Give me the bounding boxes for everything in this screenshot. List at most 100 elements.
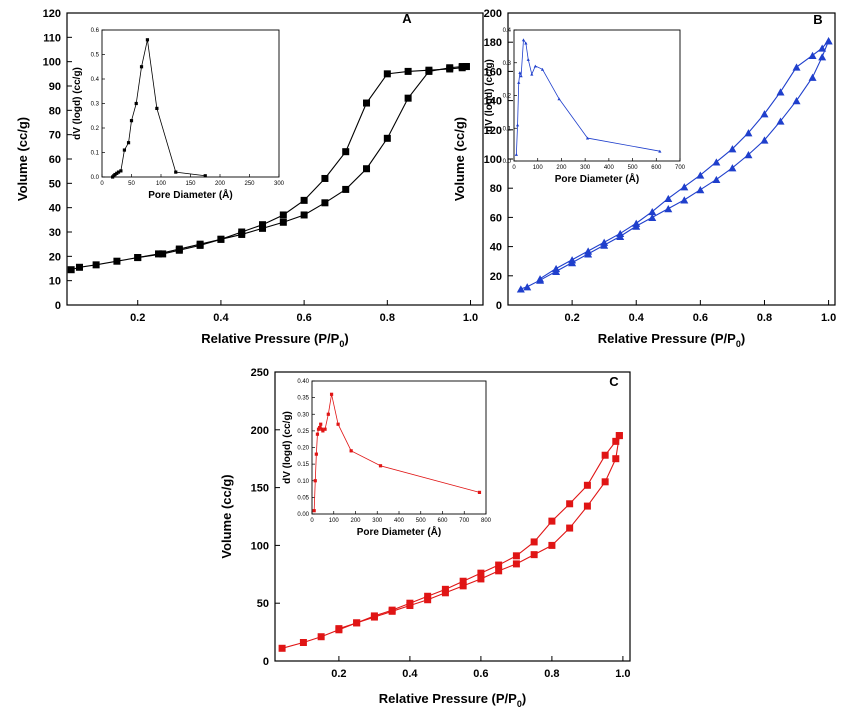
data-point-adsorption: [792, 97, 801, 105]
inset-x-axis-title: Pore Diameter (Å): [148, 188, 232, 201]
inset-data-point: [658, 149, 662, 153]
inset-data-point: [518, 71, 522, 75]
inset-frame: [513, 29, 681, 162]
x-axis-title: Relative Pressure (P/P0): [201, 331, 348, 349]
data-point-adsorption: [648, 213, 657, 221]
inset-x-tick-label: 400: [394, 518, 405, 524]
inset-x-tick-label: 300: [274, 181, 285, 187]
inset-data-point: [514, 153, 518, 156]
inset-data-point: [557, 97, 561, 101]
data-point-adsorption: [383, 134, 391, 142]
x-axis-title-main: Relative Pressure (P/P: [598, 331, 736, 346]
data-point-adsorption: [477, 575, 485, 583]
data-point-desorption: [728, 145, 737, 153]
y-tick-label: 100: [43, 57, 61, 69]
data-point-desorption: [441, 585, 449, 593]
data-point-desorption: [383, 70, 391, 78]
inset-y-tick-label: 0.2: [503, 94, 512, 100]
inset-data-point: [122, 148, 127, 152]
y-tick-label: 160: [484, 66, 502, 78]
y-tick-label: 110: [43, 32, 61, 44]
inset-series-line: [515, 38, 660, 155]
data-point-desorption: [615, 432, 623, 440]
data-point-adsorption: [680, 196, 689, 204]
inset-data-point: [319, 422, 323, 426]
inset-data-point: [323, 427, 327, 431]
inset-y-axis-title: dV (logd) (cc/g): [282, 411, 293, 484]
data-point-desorption: [404, 67, 412, 75]
x-axis-title-end: ): [344, 331, 348, 346]
inset-data-point: [316, 427, 321, 431]
data-point-adsorption: [321, 199, 329, 207]
x-tick-label: 0.8: [544, 668, 559, 680]
inset-frame: [101, 29, 280, 178]
data-point-adsorption: [530, 551, 538, 559]
x-axis-title: Relative Pressure (P/P0): [598, 331, 745, 349]
data-point-adsorption: [459, 582, 467, 590]
inset-data-point: [517, 80, 521, 84]
data-point-desorption: [459, 577, 467, 585]
data-point-desorption: [616, 229, 625, 238]
data-point-desorption: [279, 211, 287, 219]
inset-y-tick-label: 0.3: [91, 102, 100, 108]
inset-chart: 0 50 100 150 200 250 300 0.0 0.1 0.2 0.3 0.4 0.5 0.6 P…: [72, 28, 285, 201]
data-point-desorption: [175, 245, 183, 253]
data-point-adsorption: [696, 186, 705, 194]
inset-data-point: [530, 72, 534, 76]
data-point-desorption: [342, 148, 350, 156]
data-point-adsorption: [601, 478, 609, 486]
inset-y-tick-label: 0.15: [297, 462, 309, 468]
data-point-adsorption: [728, 164, 737, 172]
data-point-desorption: [744, 129, 753, 137]
inset-x-tick-label: 0: [100, 181, 104, 187]
inset-x-tick-label: 600: [651, 165, 662, 171]
y-tick-label: 120: [484, 125, 502, 137]
x-tick-label: 0.8: [757, 312, 772, 324]
x-axis-title: Relative Pressure (P/P0): [379, 691, 526, 709]
series-line-adsorption: [71, 65, 467, 271]
inset-data-point: [134, 101, 138, 106]
inset-data-point: [349, 449, 353, 453]
data-point-desorption: [300, 196, 308, 204]
x-tick-label: 0.6: [296, 312, 311, 324]
inset-y-tick-label: 0.0: [91, 175, 100, 181]
data-point-adsorption: [712, 175, 721, 184]
data-point-desorption: [495, 561, 503, 569]
inset-y-tick-label: 0.20: [297, 446, 309, 452]
data-point-desorption: [808, 51, 817, 59]
data-point-desorption: [612, 437, 620, 445]
data-point-desorption: [238, 228, 246, 236]
inset-chart: 0 100 200 300 400 500 600 700 800 0.00 0.05 0.10 0.1…: [282, 379, 492, 538]
data-point-desorption: [760, 110, 769, 118]
data-point-desorption: [446, 65, 454, 73]
y-tick-label: 200: [484, 8, 502, 20]
inset-x-tick-label: 50: [128, 181, 135, 187]
series-line-desorption: [539, 40, 830, 280]
inset-x-tick-label: 700: [675, 165, 686, 171]
x-axis-title-end: ): [522, 691, 526, 706]
inset-data-point: [540, 67, 545, 71]
inset-data-point: [318, 425, 322, 430]
y-tick-label: 180: [484, 37, 502, 49]
x-tick-label: 0.2: [331, 668, 346, 680]
inset-frame: [311, 380, 487, 515]
inset-x-axis-title: Pore Diameter (Å): [555, 172, 639, 185]
inset-y-tick-label: 0.00: [297, 512, 309, 518]
data-point-desorption: [696, 171, 705, 179]
y-tick-label: 10: [49, 276, 61, 288]
data-point-desorption: [424, 592, 432, 600]
data-point-adsorption: [363, 165, 371, 173]
inset-data-point: [203, 174, 207, 178]
x-axis-title-main: Relative Pressure (P/P: [201, 331, 339, 346]
data-point-adsorption: [808, 73, 817, 81]
data-point-desorption: [552, 264, 561, 273]
inset-y-tick-label: 0.4: [91, 77, 100, 83]
inset-y-tick-label: 0.4: [503, 28, 512, 34]
x-tick-label: 0.4: [629, 312, 645, 324]
y-tick-label: 150: [251, 483, 269, 495]
data-point-adsorption: [300, 211, 308, 219]
x-tick-label: 0.6: [693, 312, 708, 324]
inset-y-axis-title: dV (logd) (cc/g): [72, 67, 83, 140]
x-tick-label: 0.6: [473, 668, 488, 680]
data-point-adsorption: [760, 136, 769, 144]
